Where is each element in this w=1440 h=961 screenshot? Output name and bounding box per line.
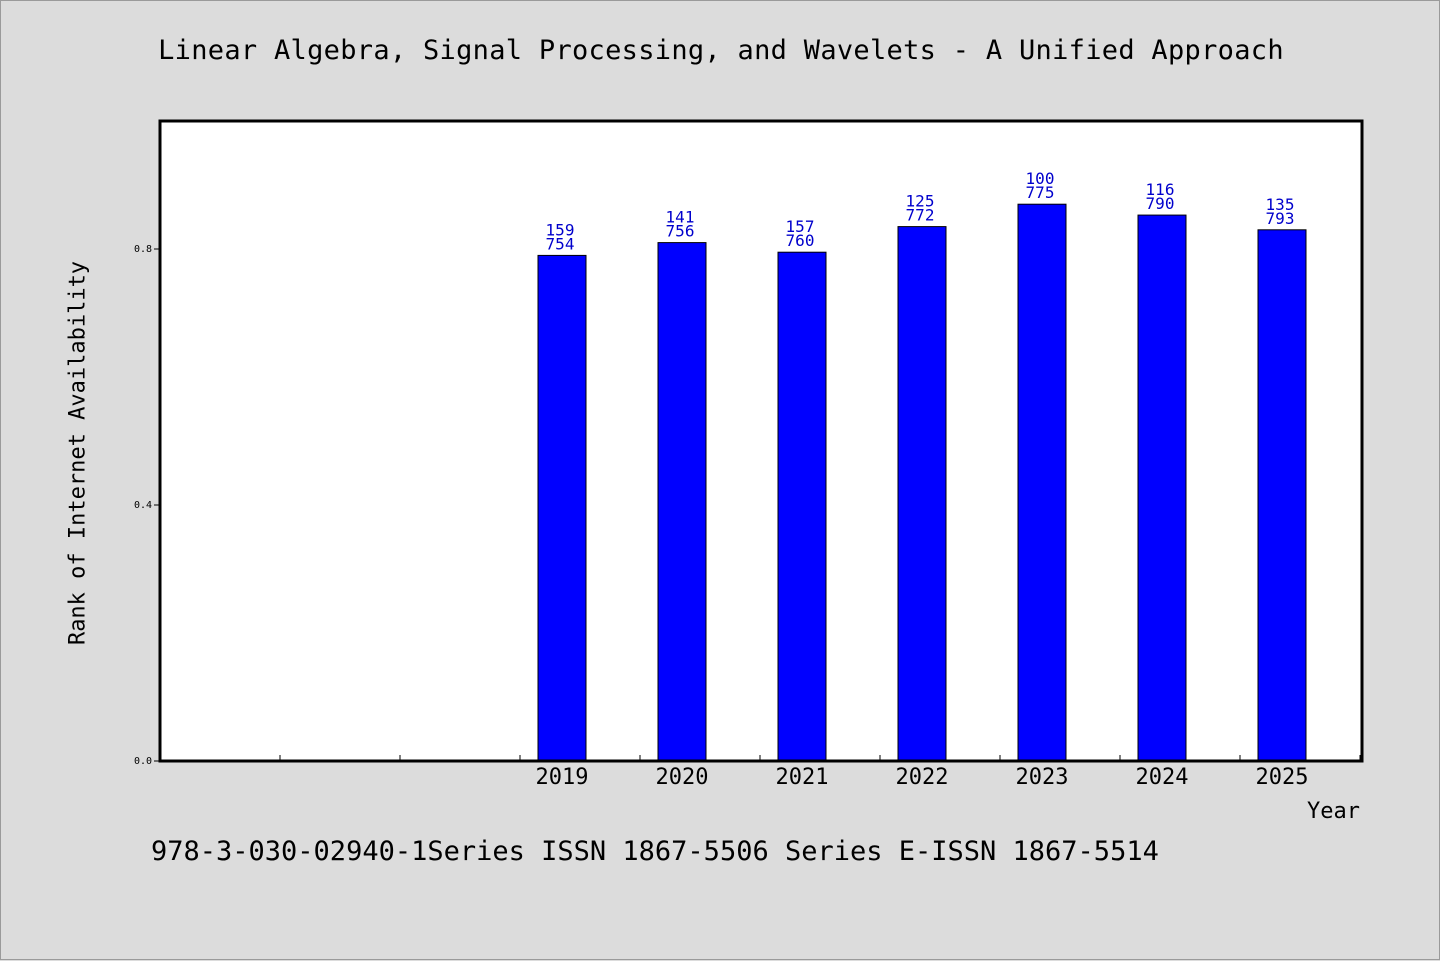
data-label-top: 116: [1146, 180, 1175, 199]
bar: [1137, 214, 1187, 762]
y-tick-label: 0.0: [134, 756, 152, 767]
bar: [657, 242, 707, 762]
x-tick-label: 2020: [656, 765, 709, 790]
plot-frame: [158, 119, 1364, 763]
data-label-top: 141: [666, 208, 695, 227]
data-label-bottom: 793: [1266, 209, 1295, 228]
bar: [537, 254, 587, 762]
bar: [1257, 229, 1307, 762]
bar: [897, 226, 947, 762]
data-label-bottom: 756: [666, 222, 695, 241]
x-tick-label: 2025: [1256, 765, 1309, 790]
y-tick-label: 0.4: [134, 500, 152, 511]
data-label-top: 125: [906, 192, 935, 211]
data-label-bottom: 772: [906, 206, 935, 225]
x-tick-label: 2021: [776, 765, 829, 790]
data-label-bottom: 790: [1146, 194, 1175, 213]
data-label-top: 135: [1266, 195, 1295, 214]
x-tick-label: 2023: [1016, 765, 1069, 790]
chart-title: Linear Algebra, Signal Processing, and W…: [158, 35, 1284, 66]
data-label-bottom: 760: [786, 231, 815, 250]
data-label-top: 159: [546, 220, 575, 239]
x-tick-label: 2024: [1136, 765, 1189, 790]
bar: [777, 251, 827, 762]
footer-isbn-issn: 978-3-030-02940-1Series ISSN 1867-5506 S…: [151, 836, 1159, 867]
x-tick-label: 2019: [536, 765, 589, 790]
data-label-top: 157: [786, 217, 815, 236]
data-label-top: 100: [1026, 169, 1055, 188]
data-label-bottom: 775: [1026, 183, 1055, 202]
y-tick-label: 0.8: [134, 244, 152, 255]
data-label-bottom: 754: [546, 234, 575, 253]
x-axis-label: Year: [1307, 799, 1360, 824]
x-tick-label: 2022: [896, 765, 949, 790]
bar: [1017, 203, 1067, 762]
